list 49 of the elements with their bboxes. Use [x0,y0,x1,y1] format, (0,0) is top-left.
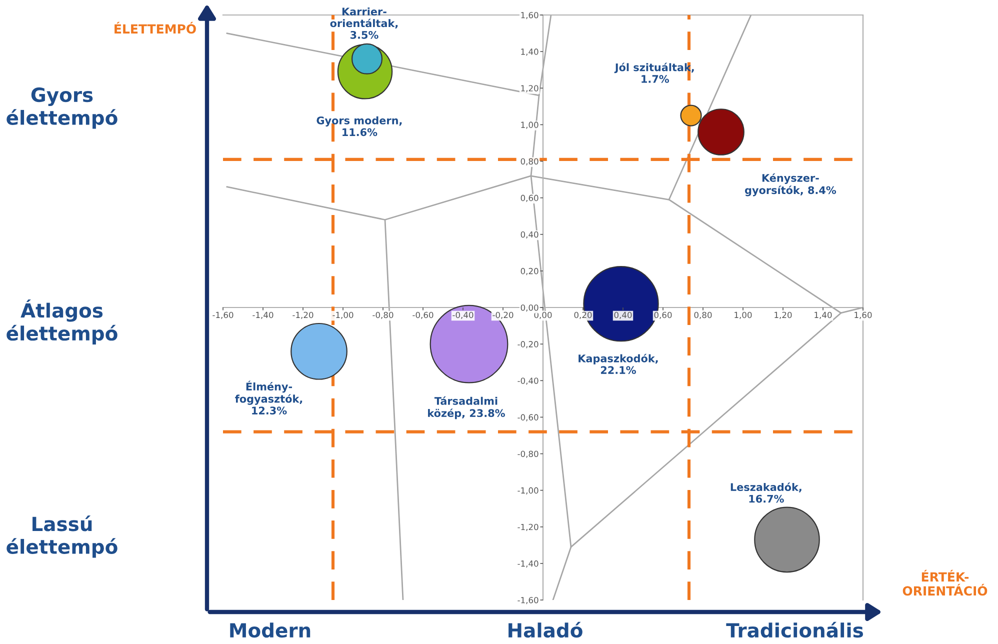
y-tick-label: 0,40 [520,231,538,239]
y-tick-label: 1,20 [521,85,538,92]
text: Társadalmi közép, 23.8% [428,396,505,420]
x-tick-label: 0,40 [614,312,632,319]
text: Karrier- orientáltak, 3.5% [330,7,398,39]
text: ÉLETTEMPÓ [114,22,196,34]
y-tick-label: 0,80 [520,158,538,166]
series-label: Élmény- fogyasztók, 12.3% [235,380,302,414]
text: Kapaszkodók, 22.1% [578,354,658,374]
x-tick-label: 1,40 [814,312,832,319]
text: Átlagos élettempó [6,300,118,344]
y-tick-label: -0,20 [518,341,538,348]
series-label: Leszakadók, 16.7% [730,482,802,503]
x-tick-label: 0,80 [694,312,712,319]
x-tick-label: -0,60 [412,312,434,319]
y-tick-label: -0,60 [518,414,538,422]
x-tick-label: -1,20 [292,312,314,319]
y-tick-label: -1,00 [518,487,538,494]
text: ÉRTÉK- ORIENTÁCIÓ [902,570,988,596]
text: Haladó [508,622,582,638]
x-tick-label: 1,20 [774,312,792,319]
x-tick-label: -1,40 [252,312,274,319]
text: Tradicionális [726,622,863,638]
x-tick-label: -0,40 [452,312,474,319]
x-tick-label: -0,80 [372,312,394,319]
x-tick-label: -1,60 [212,312,234,319]
x-tick-label: -1,00 [332,312,354,319]
y-tick-label: 1,00 [521,122,538,129]
y-tick-label: 1,40 [521,48,538,56]
text: Kényszer- gyorsítók, 8.4% [744,173,836,196]
text: Gyors modern, 11.6% [316,116,402,136]
x-tick-label: 1,60 [854,312,872,319]
text: Modern [230,622,310,638]
y-tick-label: -1,40 [518,560,538,568]
x-tick-label: 0,60 [654,312,672,319]
x-tick-label: 0,00 [534,312,552,319]
y-tick-label: -0,80 [518,450,538,458]
x-tick-label: -0,20 [492,312,514,319]
y-tick-label: -0,40 [518,378,538,385]
y-tick-label: -1,60 [518,596,538,604]
text: Lassú élettempó [6,515,118,558]
y-tick-label: 0,20 [520,268,538,276]
x-tick-label: 1,00 [734,312,752,319]
y-tick-label: 0,00 [520,304,538,312]
y-tick-label: -1,20 [518,524,538,532]
text: Gyors élettempó [6,87,118,129]
y-tick-label: 0,60 [520,194,538,202]
y-tick-label: 1,60 [521,12,538,20]
x-tick-label: 0,20 [574,312,592,319]
